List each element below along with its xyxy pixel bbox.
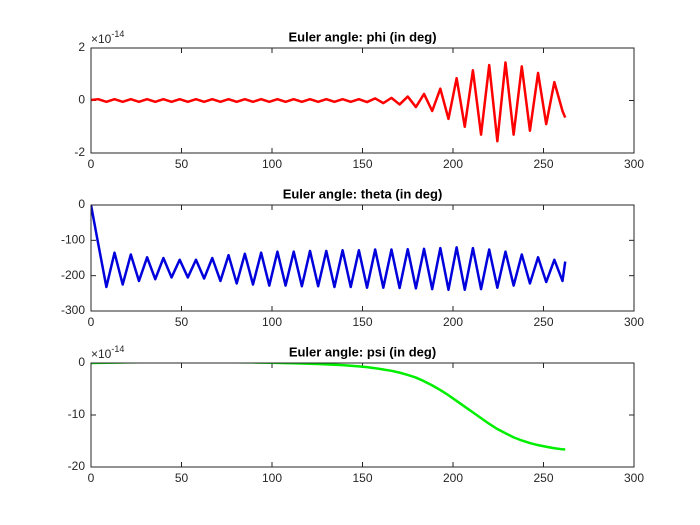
x-tick-label: 0 — [88, 471, 95, 485]
axes-box — [90, 47, 635, 154]
data-line — [91, 363, 566, 451]
x-tick-label: 50 — [175, 157, 189, 171]
axes-box — [90, 362, 635, 468]
x-tick-label: 200 — [443, 471, 463, 485]
x-tick-label: 100 — [262, 157, 282, 171]
exponent-base: ×10 — [91, 32, 112, 46]
y-tick-label: 0 — [78, 93, 85, 107]
x-tick-label: 100 — [262, 315, 282, 329]
x-tick-label: 300 — [624, 471, 644, 485]
y-tick-label: -20 — [68, 459, 86, 473]
plot-area — [91, 61, 567, 143]
y-tick-label: 0 — [78, 355, 85, 369]
y-tick-label: -200 — [61, 268, 85, 282]
x-tick-label: 150 — [352, 471, 372, 485]
x-tick-label: 0 — [88, 157, 95, 171]
plot-area — [91, 205, 567, 292]
y-tick-label: -300 — [61, 303, 85, 317]
chart-title: Euler angle: theta (in deg) — [283, 186, 443, 201]
y-tick-label: 2 — [78, 40, 85, 54]
exponent-power: -14 — [111, 344, 124, 354]
exponent-base: ×10 — [91, 347, 112, 361]
x-tick-label: 0 — [88, 315, 95, 329]
x-tick-label: 150 — [352, 157, 372, 171]
x-tick-label: 250 — [533, 315, 553, 329]
y-exponent: ×10-14 — [91, 29, 124, 46]
data-line — [91, 61, 567, 143]
data-line — [91, 205, 567, 292]
x-tick-label: 200 — [443, 315, 463, 329]
x-tick-label: 250 — [533, 157, 553, 171]
x-tick-label: 300 — [624, 315, 644, 329]
x-tick-label: 150 — [352, 315, 372, 329]
exponent-power: -14 — [111, 29, 124, 39]
y-exponent: ×10-14 — [91, 344, 124, 361]
plot-area — [91, 363, 566, 451]
y-tick-label: 0 — [78, 197, 85, 211]
x-tick-label: 250 — [533, 471, 553, 485]
x-tick-label: 200 — [443, 157, 463, 171]
x-tick-label: 100 — [262, 471, 282, 485]
chart-title: Euler angle: psi (in deg) — [289, 344, 436, 359]
y-tick-label: -2 — [74, 145, 85, 159]
axes-background — [91, 363, 634, 467]
y-tick-label: -10 — [68, 407, 86, 421]
y-tick-label: -100 — [61, 233, 85, 247]
axes-background — [91, 205, 634, 311]
chart-title: Euler angle: phi (in deg) — [288, 29, 436, 44]
x-tick-label: 50 — [175, 471, 189, 485]
x-tick-label: 300 — [624, 157, 644, 171]
x-tick-label: 50 — [175, 315, 189, 329]
axes-box — [90, 204, 635, 312]
